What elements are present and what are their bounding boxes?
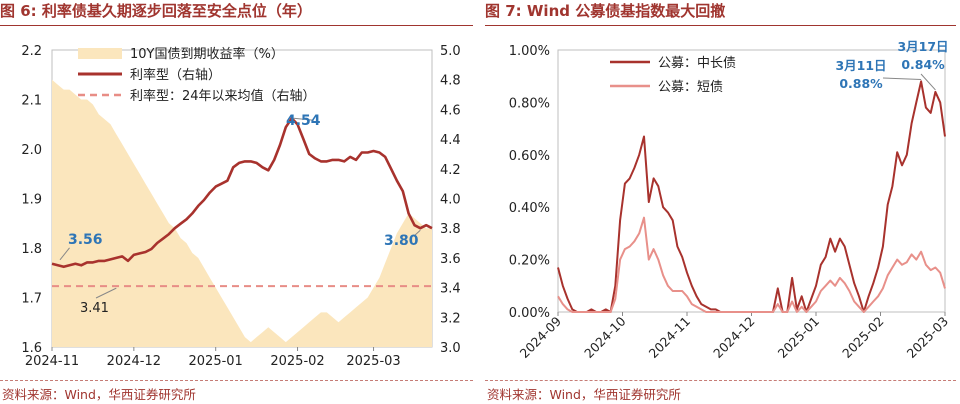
left-y-tick-label: 1.8 (21, 242, 42, 257)
right-y-tick-label: 4.2 (440, 163, 461, 178)
left-y-tick-label: 2.2 (21, 44, 42, 59)
right-y-tick-label: 3.0 (440, 341, 461, 356)
x-tick-label: 2024-11 (646, 314, 694, 362)
right-source-note: 资料来源：Wind，华西证券研究所 (487, 387, 681, 402)
x-tick-label: 2024-11 (25, 354, 79, 369)
yield-area-series (52, 79, 432, 347)
short-term-bond-fund-line (557, 216, 946, 313)
x-tick-label: 2024-10 (581, 313, 629, 361)
callout-leader (59, 247, 70, 261)
y-tick-label: 0.00% (509, 306, 550, 321)
data-label-peak: 4.54 (286, 113, 321, 129)
x-tick-label: 2025-02 (270, 354, 324, 369)
left-y-tick-label: 2.1 (21, 94, 42, 109)
callout-leader (293, 117, 314, 121)
callout-leader (413, 229, 421, 237)
right-title-rule (485, 25, 956, 26)
left-y-tick-label: 2.0 (21, 143, 42, 158)
right-y-tick-label: 3.6 (440, 252, 461, 267)
left-y-tick-label: 1.6 (21, 341, 42, 356)
callout-leader (882, 77, 922, 80)
annotation-value-mar17: 0.84% (901, 57, 945, 72)
data-label-mean: 3.41 (80, 301, 109, 316)
right-chart: 0.00%0.20%0.40%0.60%0.80%1.00%2024-09 202… (509, 39, 952, 362)
right-y-tick-label: 4.6 (440, 103, 461, 118)
legend-label-mean: 利率型：24年以来均值（右轴） (130, 88, 316, 104)
legend-label-short: 公募：短债 (658, 80, 723, 95)
y-tick-label: 0.40% (509, 201, 550, 216)
x-tick-label: 2025-03 (904, 314, 952, 362)
duration-line-series (51, 117, 433, 269)
x-tick-label: 2025-01 (775, 314, 823, 362)
x-tick-label: 2025-01 (189, 354, 243, 369)
x-tick-label: 2025-02 (839, 314, 887, 362)
y-tick-label: 0.80% (509, 96, 550, 111)
right-y-tick-label: 4.0 (440, 193, 461, 208)
left-figure-panel: 图 6: 利率债基久期逐步回落至安全点位（年） 1.6 1.7 1.8 1.9 2.0 2… (0, 0, 477, 404)
legend-swatch-area (78, 48, 122, 59)
right-y-tick-label: 4.4 (440, 133, 461, 148)
data-label-start: 3.56 (68, 232, 103, 248)
callout-leader (95, 287, 117, 299)
annotation-value-mar11: 0.88% (839, 76, 883, 91)
legend-label-yield: 10Y国债到期收益率（%） (130, 46, 284, 62)
annotation-date-mar11: 3月11日 (835, 58, 886, 73)
data-label-end: 3.80 (384, 233, 419, 249)
right-y-tick-label: 5.0 (440, 44, 461, 59)
right-y-tick-label: 3.2 (440, 311, 461, 326)
left-figure-title: 图 6: 利率债基久期逐步回落至安全点位（年） (0, 2, 312, 20)
left-source-note: 资料来源：Wind，华西证券研究所 (2, 387, 196, 402)
left-bottom-rule (0, 380, 473, 381)
right-figure-title: 图 7: Wind 公募债基指数最大回撤 (485, 2, 726, 20)
y-tick-label: 0.20% (509, 254, 550, 269)
x-tick-label: 2024-12 (107, 354, 161, 369)
right-y-tick-label: 4.8 (440, 74, 461, 89)
left-chart: 1.6 1.7 1.8 1.9 2.0 2.1 2.2 3.0 3.2 3.4 3.6 3.8 4.0 4… (21, 44, 461, 369)
right-figure-panel: 图 7: Wind 公募债基指数最大回撤 0.00% 0.20% 0.40% 0.60… (485, 0, 960, 404)
left-y-tick-label: 1.9 (21, 193, 42, 208)
legend-label-long: 公募：中长债 (658, 56, 736, 71)
right-y-tick-label: 3.4 (440, 282, 461, 297)
annotation-date-mar17: 3月17日 (897, 39, 948, 54)
left-y-tick-label: 1.7 (21, 292, 42, 307)
legend-label-duration: 利率型（右轴） (130, 67, 221, 83)
x-tick-label: 2025-03 (346, 354, 400, 369)
x-tick-label: 2024-12 (710, 314, 758, 362)
left-title-rule (0, 25, 473, 26)
y-tick-label: 0.60% (509, 149, 550, 164)
y-tick-label: 1.00% (509, 44, 550, 59)
right-y-tick-label: 3.8 (440, 222, 461, 237)
right-bottom-rule (485, 380, 956, 381)
callout-leader (920, 73, 936, 91)
